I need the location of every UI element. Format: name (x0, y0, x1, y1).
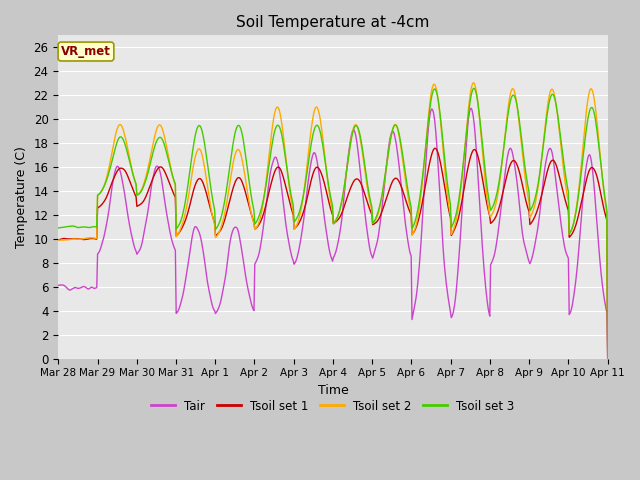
Tair (54, 282, 62, 288)
X-axis label: Time: Time (317, 384, 348, 397)
Line: Tair: Tair (58, 108, 608, 360)
Line: Tsoil set 1: Tsoil set 1 (58, 148, 608, 358)
Tsoil set 3 (604, 356, 612, 362)
Tsoil set 1 (201, 185, 209, 191)
Y-axis label: Temperature (C): Temperature (C) (15, 146, 28, 248)
Tair (604, 357, 612, 363)
Text: VR_met: VR_met (61, 45, 111, 58)
Tsoil set 1 (431, 145, 439, 151)
Tsoil set 3 (70, 223, 77, 229)
Tsoil set 2 (201, 167, 209, 172)
Title: Soil Temperature at -4cm: Soil Temperature at -4cm (236, 15, 429, 30)
Tsoil set 2 (54, 237, 62, 243)
Tair (553, 187, 561, 193)
Legend: Tair, Tsoil set 1, Tsoil set 2, Tsoil set 3: Tair, Tsoil set 1, Tsoil set 2, Tsoil se… (147, 395, 520, 417)
Tair (518, 225, 525, 230)
Tsoil set 1 (518, 179, 525, 185)
Tsoil set 3 (553, 107, 561, 112)
Tsoil set 3 (470, 85, 478, 91)
Tsoil set 1 (54, 237, 62, 243)
Tsoil set 3 (54, 225, 62, 231)
Tsoil set 2 (518, 144, 525, 149)
Tsoil set 2 (470, 80, 477, 85)
Tair (234, 227, 241, 232)
Tair (467, 105, 475, 111)
Tsoil set 2 (234, 147, 241, 153)
Line: Tsoil set 3: Tsoil set 3 (58, 88, 608, 359)
Line: Tsoil set 2: Tsoil set 2 (58, 83, 608, 359)
Tsoil set 1 (604, 355, 612, 361)
Tsoil set 1 (70, 236, 77, 241)
Tsoil set 3 (144, 171, 152, 177)
Tsoil set 2 (70, 236, 77, 242)
Tsoil set 1 (144, 190, 152, 195)
Tsoil set 1 (234, 175, 241, 181)
Tair (201, 260, 209, 265)
Tsoil set 2 (553, 108, 561, 113)
Tsoil set 3 (201, 143, 209, 148)
Tair (70, 285, 77, 291)
Tsoil set 1 (553, 165, 561, 170)
Tsoil set 3 (518, 137, 525, 143)
Tair (144, 211, 152, 216)
Tsoil set 3 (234, 123, 241, 129)
Tsoil set 2 (604, 356, 612, 362)
Tsoil set 2 (144, 167, 152, 173)
